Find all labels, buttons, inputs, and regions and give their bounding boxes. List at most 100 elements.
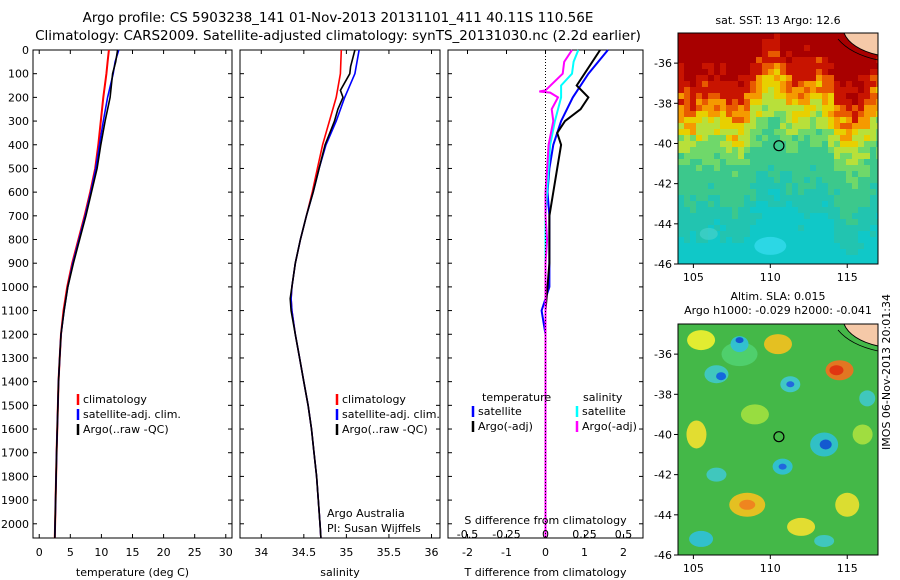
- y-tick-label: 0: [22, 44, 29, 57]
- imos-timestamp: IMOS 06-Nov-2013 20:01:34: [880, 294, 893, 450]
- panel-1: 0100200300400500600700800900100011001200…: [1, 44, 233, 579]
- x-tick-label: 0: [542, 546, 549, 559]
- lat-tick-label: -44: [654, 509, 672, 522]
- y-tick-label: 600: [8, 186, 29, 199]
- y-tick-label: 1600: [1, 423, 29, 436]
- sla-eddy: [764, 334, 792, 355]
- lat-tick-label: -46: [654, 258, 672, 271]
- sla-eddy: [721, 342, 758, 367]
- y-tick-label: 800: [8, 234, 29, 247]
- legend-header-salinity: salinity: [583, 391, 623, 404]
- series-line: [54, 49, 119, 539]
- sla-eddy: [859, 390, 876, 407]
- legend-entry: satellite-adj. clim.: [83, 408, 181, 421]
- sla-eddy: [814, 534, 835, 547]
- y-tick-label: 1900: [1, 494, 29, 507]
- y-tick-label: 2000: [1, 518, 29, 531]
- lon-tick-label: 110: [760, 271, 781, 284]
- y-tick-label: 700: [8, 210, 29, 223]
- lat-tick-label: -42: [654, 469, 672, 482]
- salinity-diff-tick-label: -0.5: [457, 528, 478, 541]
- y-tick-label: 1700: [1, 447, 29, 460]
- sla-eddy: [829, 365, 844, 376]
- legend-entry: satellite: [478, 405, 522, 418]
- sla-eddy: [835, 492, 860, 517]
- panel-2: 34 34.5 35 35.5 36 salinity climatology satelli…: [239, 49, 441, 579]
- y-tick-label: 300: [8, 115, 29, 128]
- panel-3: -2 -1 0 1 2 T difference from climatology S di…: [447, 49, 644, 579]
- x-tick-label: 34.5: [292, 546, 317, 559]
- salinity-diff-tick-label: 0.5: [615, 528, 633, 541]
- sla-map-subtitle: Argo h1000: -0.029 h2000: -0.041: [684, 304, 872, 317]
- y-tick-label: 400: [8, 139, 29, 152]
- x-tick-label: 34: [254, 546, 268, 559]
- y-tick-label: 500: [8, 162, 29, 175]
- lat-tick-label: -40: [654, 428, 672, 441]
- sla-eddy: [786, 381, 795, 388]
- salinity-diff-label: S difference from climatology: [464, 514, 627, 527]
- legend-entry: satellite-adj. clim.: [342, 408, 440, 421]
- lat-tick-label: -42: [654, 178, 672, 191]
- sla-eddy: [778, 463, 787, 470]
- sla-eddy: [706, 467, 727, 482]
- y-tick-label: 1200: [1, 328, 29, 341]
- lat-tick-label: -38: [654, 388, 672, 401]
- sla-eddy: [716, 372, 727, 381]
- legend-entry: Argo(-adj): [478, 420, 533, 433]
- x-tick-label: 5: [67, 546, 74, 559]
- sst-map-title: sat. SST: 13 Argo: 12.6: [715, 14, 841, 27]
- panel-frame: [32, 49, 233, 539]
- x-axis-label: temperature (deg C): [76, 566, 189, 579]
- x-tick-label: 35.5: [377, 546, 402, 559]
- sla-eddy: [787, 517, 816, 536]
- y-tick-label: 100: [8, 68, 29, 81]
- legend-entry: climatology: [83, 393, 147, 406]
- annotation-pi: PI: Susan Wijffels: [327, 522, 421, 535]
- map-frame: [677, 323, 879, 556]
- x-axis-label: salinity: [320, 566, 360, 579]
- lat-tick-label: -36: [654, 348, 672, 361]
- x-tick-label: 35: [339, 546, 353, 559]
- legend-entry: Argo(..raw -QC): [342, 423, 428, 436]
- sla-field: [678, 324, 878, 555]
- sla-eddy: [740, 404, 769, 425]
- sla-eddy: [852, 424, 873, 445]
- sla-eddy: [730, 336, 749, 353]
- x-tick-label: 0: [36, 546, 43, 559]
- y-tick-label: 1300: [1, 352, 29, 365]
- y-tick-label: 1000: [1, 281, 29, 294]
- lat-tick-label: -46: [654, 549, 672, 562]
- sla-eddy: [735, 337, 744, 344]
- x-tick-label: 30: [219, 546, 233, 559]
- sla-eddy: [819, 439, 832, 450]
- argo-position-marker: [773, 431, 785, 443]
- sla-map-title: Altim. SLA: 0.015: [730, 290, 826, 303]
- y-tick-label: 1800: [1, 470, 29, 483]
- lon-tick-label: 115: [837, 562, 858, 575]
- salinity-diff-tick-label: 0.25: [572, 528, 597, 541]
- coastline: [837, 38, 879, 61]
- x-tick-label: 2: [620, 546, 627, 559]
- x-tick-label: 36: [424, 546, 438, 559]
- sla-eddy: [686, 420, 707, 449]
- panel-frame: [239, 49, 441, 539]
- x-tick-label: 10: [94, 546, 108, 559]
- lat-tick-label: -40: [654, 137, 672, 150]
- legend-entry: Argo(..raw -QC): [83, 423, 169, 436]
- legend-entry: climatology: [342, 393, 406, 406]
- climatology-title: Climatology: CARS2009. Satellite-adjuste…: [35, 28, 641, 44]
- sla-eddy: [687, 330, 716, 351]
- lon-tick-label: 105: [683, 271, 704, 284]
- lon-tick-label: 105: [683, 562, 704, 575]
- legend-entry: Argo(-adj): [582, 420, 637, 433]
- legend-entry: satellite: [582, 405, 626, 418]
- salinity-diff-tick-label: 0: [542, 528, 549, 541]
- legend-header-temperature: temperature: [482, 391, 551, 404]
- x-tick-label: 25: [188, 546, 202, 559]
- x-axis-label: T difference from climatology: [464, 566, 627, 579]
- x-tick-label: 1: [581, 546, 588, 559]
- sla-eddy: [689, 530, 714, 547]
- y-tick-label: 1100: [1, 305, 29, 318]
- sla-map: -36 -38 -40 -42 -44 -46 105 110 115: [654, 323, 879, 575]
